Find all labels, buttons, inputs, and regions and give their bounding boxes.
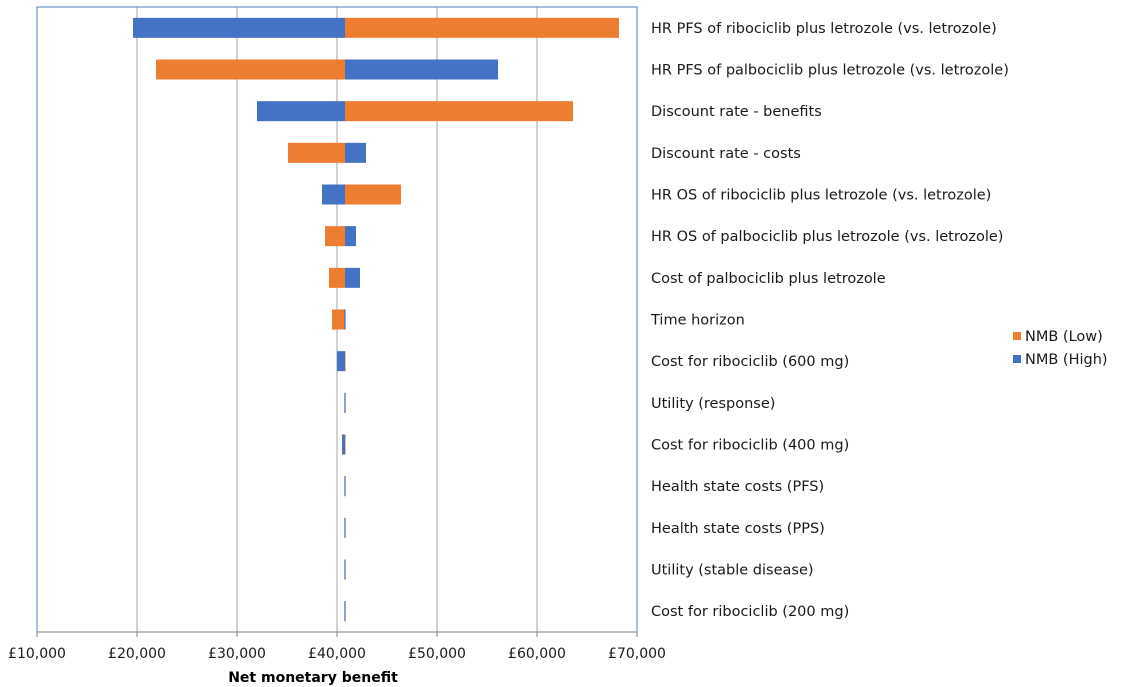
- bar-high: [345, 267, 360, 288]
- legend-swatch: [1013, 355, 1021, 363]
- bar-high: [344, 476, 346, 497]
- bar-high: [344, 601, 346, 622]
- legend-label: NMB (Low): [1025, 329, 1103, 345]
- category-label: Health state costs (PPS): [651, 521, 825, 537]
- bar-high: [257, 101, 345, 122]
- bar-high: [344, 517, 346, 538]
- x-axis-title: Net monetary benefit: [228, 670, 398, 686]
- bars: [133, 17, 619, 622]
- category-label: HR OS of ribociclib plus letrozole (vs. …: [651, 188, 991, 204]
- category-label: HR OS of palbociclib plus letrozole (vs.…: [651, 229, 1003, 245]
- bar-low: [329, 267, 345, 288]
- bar-low: [345, 101, 573, 122]
- bar-high: [337, 351, 345, 372]
- category-label: Cost for ribociclib (200 mg): [651, 604, 849, 620]
- bar-low: [345, 184, 401, 205]
- bar-high: [322, 184, 345, 205]
- bar-low: [345, 17, 619, 38]
- bar-high: [342, 434, 345, 455]
- bar-high: [344, 392, 346, 413]
- category-label: Health state costs (PFS): [651, 479, 824, 495]
- category-label: Utility (stable disease): [651, 563, 814, 579]
- bar-low: [325, 226, 345, 247]
- x-tick-label: £20,000: [108, 646, 166, 662]
- bar-low: [288, 142, 345, 163]
- legend-label: NMB (High): [1025, 352, 1108, 368]
- legend: NMB (Low) NMB (High): [1013, 329, 1108, 368]
- category-label: Cost for ribociclib (600 mg): [651, 354, 849, 370]
- x-axis-ticks: £10,000 £20,000 £30,000 £40,000 £50,000 £60,0…: [8, 632, 666, 662]
- category-label: Time horizon: [650, 313, 745, 329]
- category-label: Cost of palbociclib plus letrozole: [651, 271, 886, 287]
- legend-swatch: [1013, 332, 1021, 340]
- bar-high: [345, 226, 356, 247]
- x-tick-label: £60,000: [508, 646, 566, 662]
- x-tick-label: £40,000: [308, 646, 366, 662]
- bar-low: [332, 309, 345, 330]
- x-tick-label: £30,000: [208, 646, 266, 662]
- category-label: HR PFS of ribociclib plus letrozole (vs.…: [651, 21, 997, 37]
- bar-high: [345, 142, 366, 163]
- bar-high: [345, 59, 498, 80]
- x-tick-label: £70,000: [608, 646, 666, 662]
- bar-high: [344, 309, 346, 330]
- category-label: HR PFS of palbociclib plus letrozole (vs…: [651, 63, 1009, 79]
- category-label: Discount rate - costs: [651, 146, 801, 162]
- bar-high: [344, 559, 346, 580]
- x-tick-label: £50,000: [408, 646, 466, 662]
- category-label: Discount rate - benefits: [651, 104, 822, 120]
- x-tick-label: £10,000: [8, 646, 66, 662]
- category-label: Utility (response): [651, 396, 775, 412]
- bar-low: [156, 59, 345, 80]
- category-label: Cost for ribociclib (400 mg): [651, 438, 849, 454]
- bar-high: [133, 17, 345, 38]
- category-labels: HR PFS of ribociclib plus letrozole (vs.…: [650, 21, 1009, 620]
